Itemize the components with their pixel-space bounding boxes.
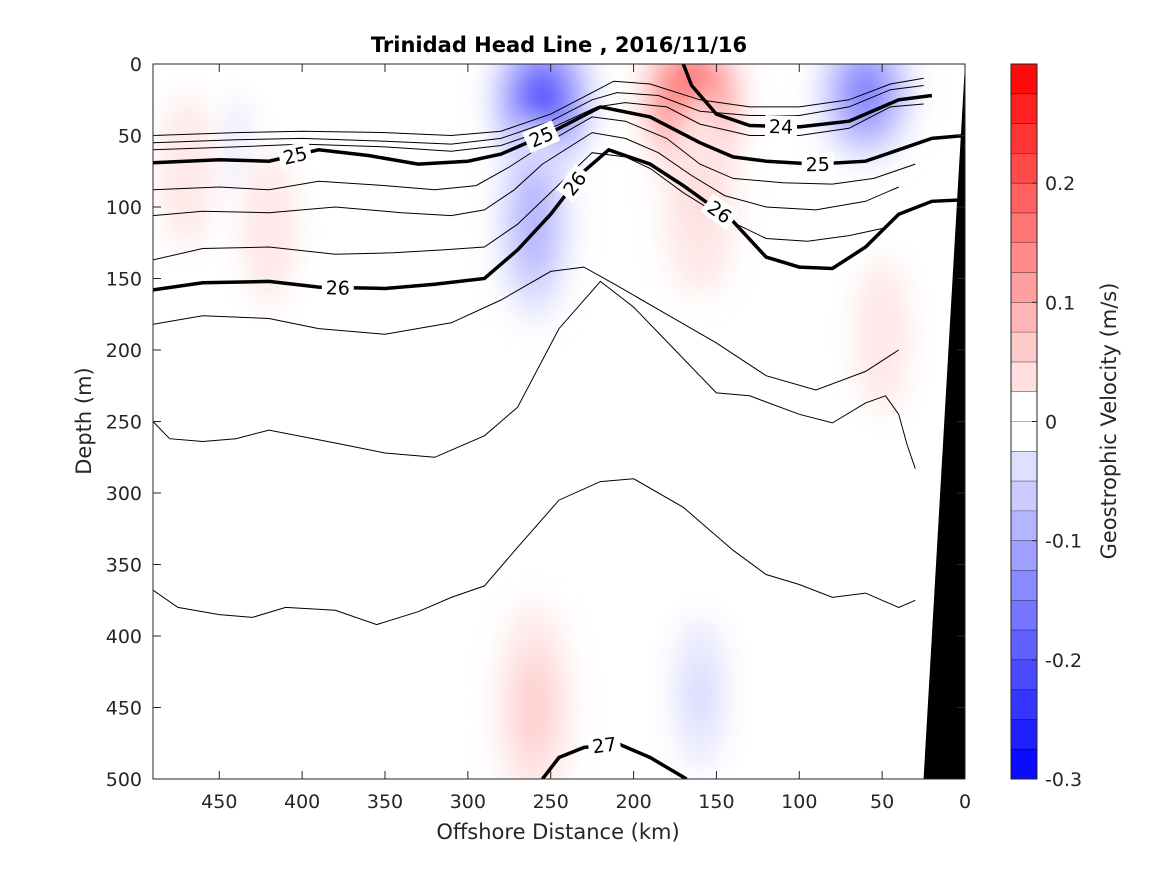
y-tick-label: 200: [106, 340, 142, 362]
x-tick-label: 450: [201, 791, 237, 813]
y-tick-label: 0: [130, 54, 142, 76]
y-tick-label: 400: [106, 626, 142, 648]
colorbar-tick-label: -0.2: [1045, 650, 1082, 672]
contour-label-mask: [321, 276, 355, 299]
y-axis-label: Depth (m): [72, 367, 96, 474]
colorbar-band: [1011, 481, 1037, 512]
velocity-core: [661, 87, 738, 298]
colorbar-band: [1011, 391, 1037, 422]
y-tick-label: 300: [106, 483, 142, 505]
y-tick-label: 250: [106, 412, 142, 434]
velocity-core: [844, 230, 921, 441]
velocity-core: [813, 64, 918, 168]
colorbar-tick-label: 0.1: [1045, 292, 1075, 314]
colorbar-band: [1011, 242, 1037, 274]
colorbar-band: [1011, 421, 1037, 452]
velocity-core: [153, 66, 225, 277]
x-axis-label: Offshore Distance (km): [436, 820, 679, 844]
isopycnal-bold-line: [153, 105, 965, 166]
isopycnal-line: [153, 85, 924, 145]
x-tick-label: 300: [450, 791, 486, 813]
contour-label: 27: [591, 733, 618, 758]
colorbar-band: [1011, 689, 1037, 720]
contour-label-mask: [522, 120, 561, 154]
isopycnal-line: [153, 478, 916, 626]
isopycnal-line: [153, 280, 916, 469]
contour-label-mask: [587, 731, 622, 758]
colorbar-band: [1011, 659, 1037, 691]
colorbar: 0.2 0.1 0 -0.1 -0.2 -0.3: [1010, 63, 1082, 791]
colorbar-band: [1011, 630, 1037, 661]
contour-label-mask: [556, 164, 594, 203]
coastline-bathymetry: [923, 64, 965, 779]
y-tick-label: 450: [106, 698, 142, 720]
isopycnal-line: [153, 116, 916, 191]
colorbar-band: [1011, 183, 1037, 214]
isopycnal-line: [153, 132, 899, 217]
colorbar-band: [1011, 272, 1037, 303]
x-tick-label: 200: [615, 791, 651, 813]
colorbar-band: [1011, 451, 1037, 482]
isopycnal-line: [153, 77, 924, 137]
x-tick-label: 0: [959, 791, 971, 813]
colorbar-band: [1011, 302, 1037, 333]
colorbar-tick-label: -0.3: [1045, 769, 1082, 791]
contour-label-mask: [764, 114, 798, 138]
contour-label-mask: [277, 140, 314, 170]
chart-title: Trinidad Head Line , 2016/11/16: [371, 33, 747, 57]
velocity-field: [153, 64, 921, 779]
x-tick-label: 50: [870, 791, 894, 813]
x-tick-label: 150: [698, 791, 734, 813]
x-axis: 450 400 350 300 250 200 150 100 50 0: [201, 64, 971, 813]
colorbar-band: [1011, 749, 1037, 780]
velocity-core: [661, 588, 738, 779]
x-tick-label: 250: [533, 791, 569, 813]
contour-label: 25: [281, 143, 309, 170]
colorbar-tick-label: 0: [1045, 412, 1057, 434]
colorbar-band: [1011, 570, 1037, 601]
coast-polygon: [923, 64, 965, 779]
contour-label: 24: [769, 116, 794, 139]
contour-label: 25: [805, 154, 830, 176]
contour-label: 26: [325, 277, 350, 300]
colorbar-band: [1011, 153, 1037, 184]
colorbar-band: [1011, 361, 1037, 393]
colorbar-tick-label: -0.1: [1045, 531, 1082, 553]
colorbar-band: [1011, 332, 1037, 363]
y-tick-label: 350: [106, 555, 142, 577]
colorbar-band: [1011, 93, 1037, 125]
y-tick-label: 100: [106, 197, 142, 219]
x-tick-label: 100: [781, 791, 817, 813]
y-axis: 0 50 100 150 200 250 300 350 400 450 500: [106, 54, 965, 791]
isopycnal-line: [153, 102, 924, 152]
colorbar-band: [1011, 600, 1037, 631]
colorbar-band: [1011, 540, 1037, 571]
contour-label-mask: [700, 193, 740, 231]
colorbar-band: [1011, 212, 1037, 244]
x-tick-label: 400: [284, 791, 320, 813]
velocity-core: [496, 116, 573, 327]
colorbar-label: Geostrophic Velocity (m/s): [1097, 283, 1121, 560]
colorbar-tick-label: 0.2: [1045, 173, 1075, 195]
colorbar-band: [1011, 64, 1037, 95]
colorbar-band: [1011, 719, 1037, 750]
colorbar-band: [1011, 123, 1037, 154]
velocity-core: [496, 602, 573, 779]
isopycnal-line: [153, 266, 899, 391]
y-tick-label: 500: [106, 769, 142, 791]
contour-label-mask: [801, 152, 834, 176]
y-tick-label: 150: [106, 269, 142, 291]
x-tick-label: 350: [367, 791, 403, 813]
y-tick-label: 50: [118, 126, 142, 148]
colorbar-band: [1011, 510, 1037, 542]
